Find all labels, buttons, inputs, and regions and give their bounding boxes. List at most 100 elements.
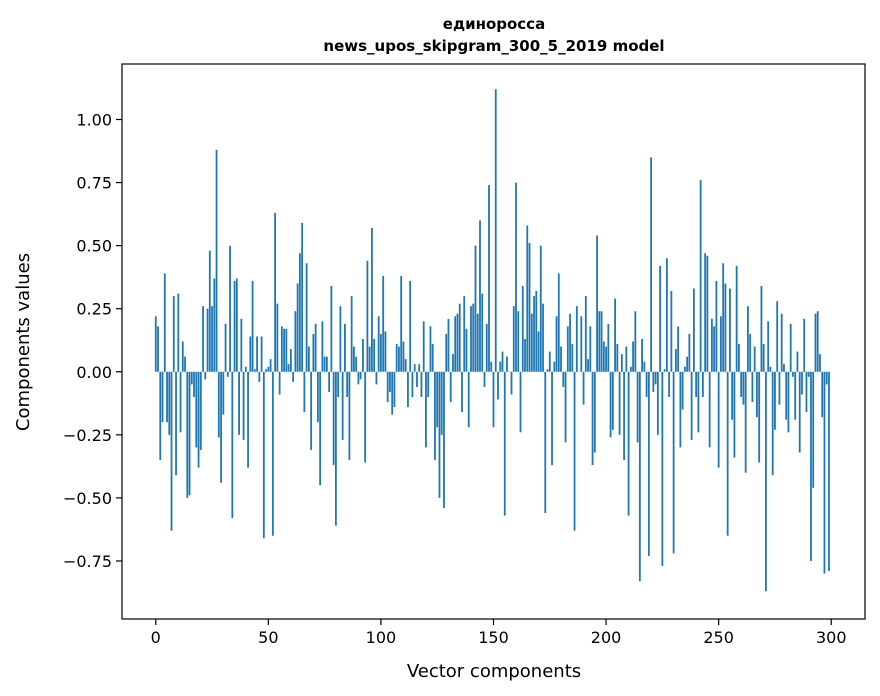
bar (674, 349, 677, 372)
bar (519, 371, 522, 433)
bar (344, 323, 346, 372)
bar (542, 303, 544, 372)
bar (438, 371, 441, 498)
bar (715, 280, 718, 372)
bar (528, 243, 531, 372)
bar (265, 369, 267, 372)
bar (812, 371, 815, 488)
bar (596, 235, 598, 372)
bar (334, 371, 337, 526)
bar (262, 371, 265, 539)
bar (271, 371, 274, 536)
bar (159, 371, 162, 461)
bar (584, 296, 587, 372)
bar (323, 356, 326, 372)
bar (181, 341, 184, 372)
bar (224, 323, 227, 372)
bar (555, 316, 558, 372)
bar (625, 346, 628, 372)
bar (157, 326, 159, 372)
bar (348, 371, 351, 461)
bar (717, 371, 720, 468)
bar (251, 280, 254, 372)
bar (524, 338, 526, 372)
bar (668, 371, 671, 397)
bar (172, 296, 175, 372)
bar (188, 371, 191, 496)
bar (783, 364, 785, 372)
bar (609, 371, 612, 438)
bar (321, 321, 324, 372)
bar (760, 286, 763, 372)
bar (564, 371, 567, 443)
bar (298, 253, 301, 372)
bar (337, 371, 340, 397)
bar (170, 371, 173, 531)
bar (819, 354, 821, 372)
bar (742, 371, 745, 405)
bar (598, 311, 601, 372)
bar (168, 371, 171, 435)
bar (792, 371, 794, 377)
bar (389, 371, 391, 392)
bar (215, 149, 218, 372)
bar (571, 344, 574, 372)
bar (785, 371, 788, 420)
bar (269, 359, 272, 372)
bar (422, 321, 425, 372)
x-tick-label: 300 (816, 628, 847, 647)
bar (395, 344, 398, 372)
bar (557, 273, 560, 372)
bar (803, 318, 806, 372)
bar (382, 275, 385, 372)
bar (614, 298, 616, 372)
bar (560, 346, 562, 372)
bar (589, 326, 592, 372)
plot-frame (121, 63, 866, 620)
x-axis-label: Vector components (407, 661, 581, 682)
bar (425, 371, 427, 448)
bar (620, 354, 623, 372)
bar (553, 361, 556, 372)
bar (501, 351, 504, 372)
bar (823, 371, 826, 574)
bar (807, 371, 810, 377)
bar (240, 318, 243, 372)
bar (726, 371, 729, 536)
bar (359, 371, 362, 380)
bar (346, 371, 349, 397)
bar (179, 371, 182, 433)
bar (411, 371, 414, 397)
bar (546, 369, 549, 372)
bar (353, 346, 355, 372)
bar (776, 301, 779, 372)
bar (449, 371, 452, 403)
bar (801, 371, 803, 395)
x-tick-label: 150 (478, 628, 509, 647)
bar (616, 344, 619, 372)
bar (314, 323, 317, 372)
bar (316, 371, 319, 423)
bar (355, 356, 358, 372)
bar (722, 263, 725, 372)
bar (713, 326, 716, 372)
bar (231, 371, 234, 519)
bar (686, 356, 689, 372)
bar (220, 371, 222, 483)
bar (591, 371, 594, 466)
bar (704, 253, 707, 372)
bar (458, 303, 461, 372)
bar (652, 371, 655, 392)
bar (623, 371, 625, 461)
bar (647, 371, 650, 556)
bar (602, 341, 605, 372)
bar (706, 255, 709, 372)
bar (695, 371, 698, 397)
bar (566, 326, 569, 372)
bar (319, 371, 322, 486)
x-tick-label: 100 (366, 628, 397, 647)
y-tick-label: 1.00 (76, 111, 112, 130)
bar (641, 338, 643, 372)
bar (211, 306, 213, 372)
bar (328, 371, 331, 392)
